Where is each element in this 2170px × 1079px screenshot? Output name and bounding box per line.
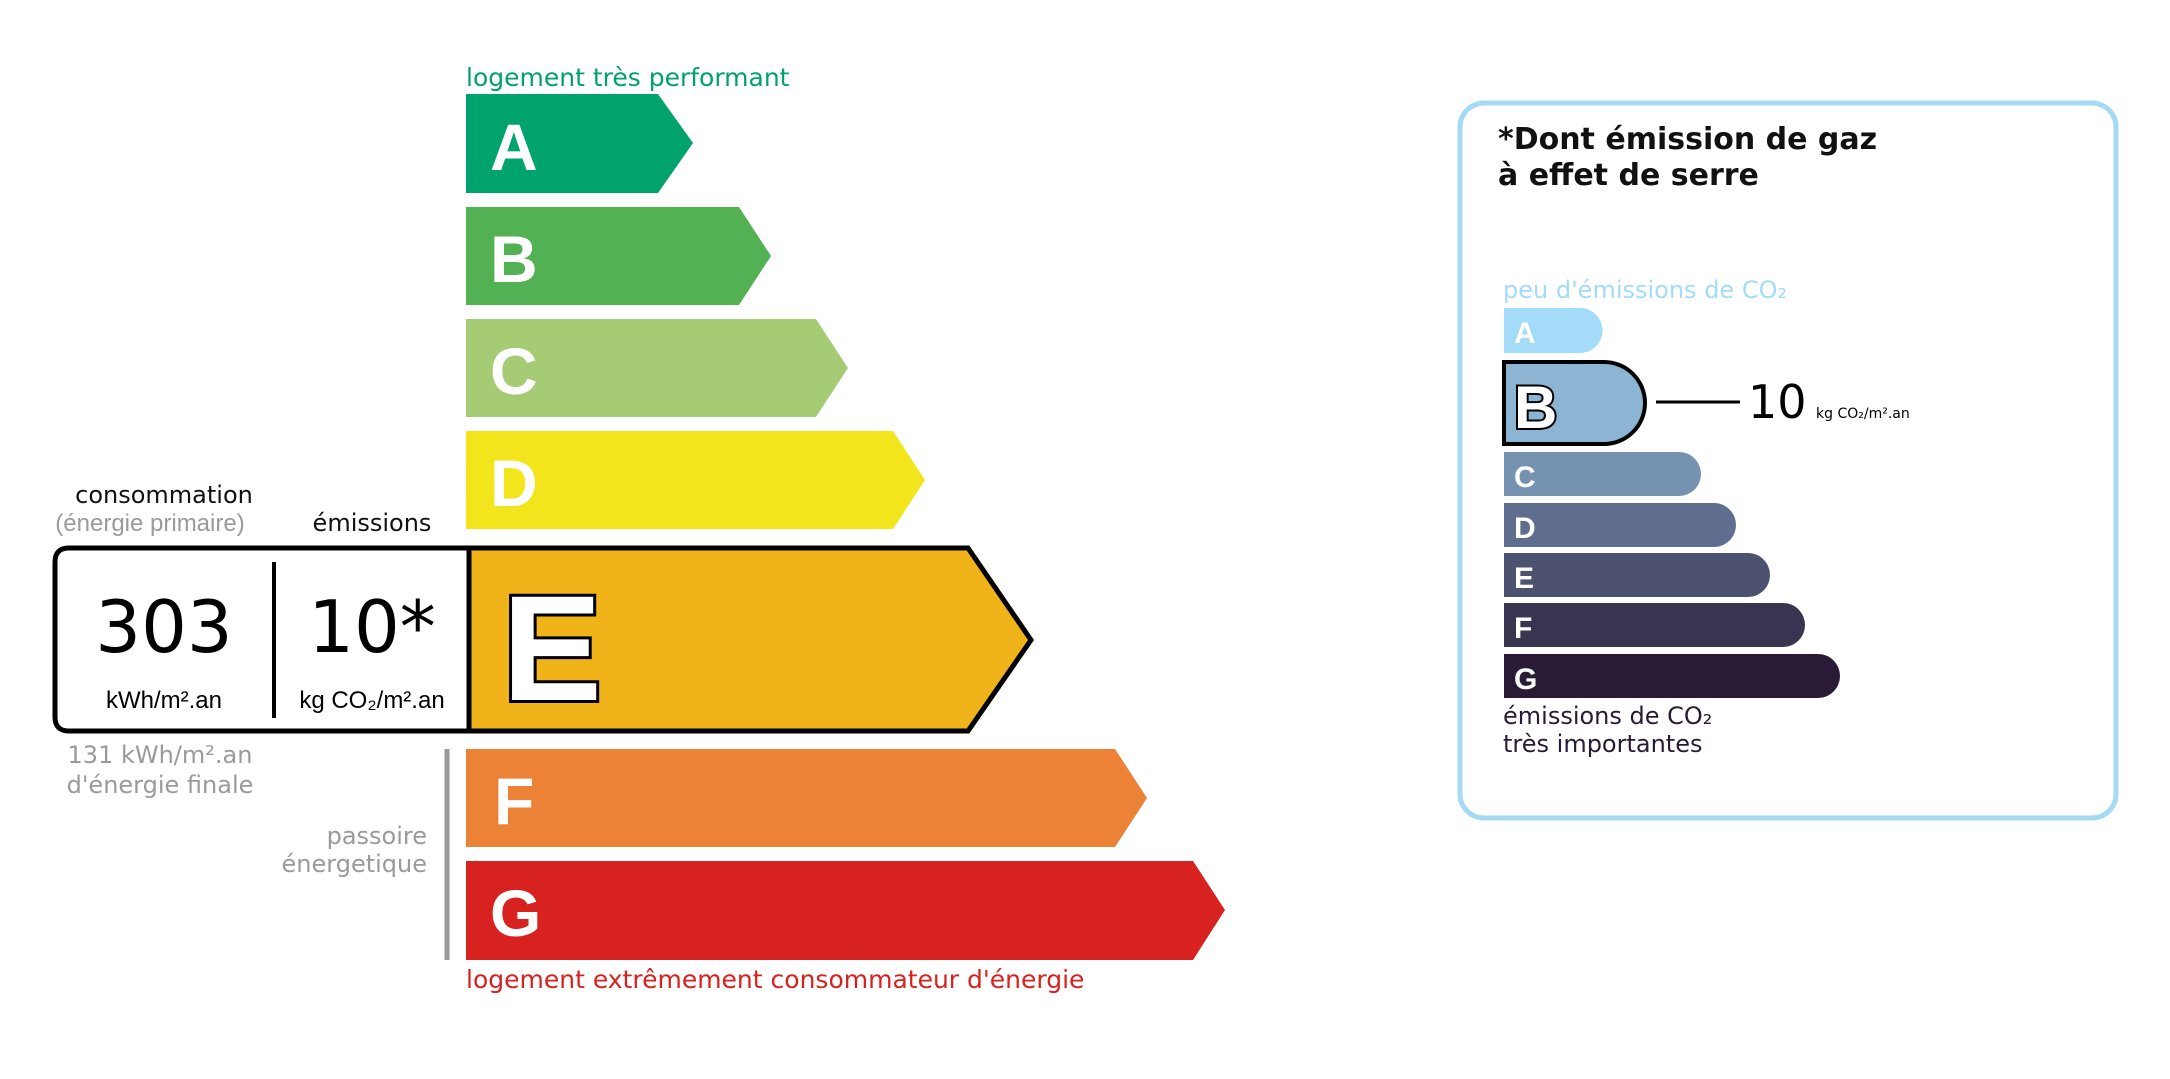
bar-shape xyxy=(466,545,1035,734)
ghg-value: 10 xyxy=(1748,375,1807,429)
energy-bar-b: B xyxy=(466,207,771,305)
ghg-bottom-label-1: émissions de CO₂ xyxy=(1503,702,1712,730)
emissions-header: émissions xyxy=(313,509,432,537)
class-letter: G xyxy=(1514,663,1537,696)
emissions-unit: kg CO₂/m².an xyxy=(299,687,444,714)
energy-bar-c: C xyxy=(466,319,848,417)
ghg-bottom-label-2: très importantes xyxy=(1503,730,1703,758)
energy-bar-d: D xyxy=(466,431,925,529)
final-energy-label: d'énergie finale xyxy=(67,771,254,799)
bar-shape xyxy=(466,749,1147,847)
bar-shape xyxy=(466,861,1225,960)
consumption-subheader: (énergie primaire) xyxy=(55,510,244,537)
consumption-unit: kWh/m².an xyxy=(106,687,222,714)
ghg-bar-d: D xyxy=(1504,503,1736,547)
bar-shape xyxy=(1504,503,1736,547)
top-label: logement très performant xyxy=(466,63,790,92)
bottom-label: logement extrêmement consommateur d'éner… xyxy=(466,965,1084,994)
class-letter: F xyxy=(494,764,534,838)
ghg-bar-b-current: B 10 kg CO₂/m².an xyxy=(1502,360,1910,446)
class-letter: D xyxy=(1514,512,1536,545)
bar-shape xyxy=(466,431,925,529)
bar-shape xyxy=(1504,452,1701,496)
passoire-label-1: passoire xyxy=(327,822,427,850)
bar-shape xyxy=(1504,308,1603,353)
class-letter: F xyxy=(1514,612,1532,645)
bar-shape xyxy=(466,207,771,305)
ghg-bar-a: A xyxy=(1504,308,1603,353)
class-letter: B xyxy=(1514,374,1557,441)
energy-bar-f: F xyxy=(466,749,1147,847)
bar-shape xyxy=(466,94,693,193)
energy-bar-g: G xyxy=(466,861,1225,960)
bar-shape xyxy=(1504,553,1770,597)
class-letter: G xyxy=(490,876,541,950)
consumption-value: 303 xyxy=(95,585,232,669)
energy-bar-a: A xyxy=(466,94,693,193)
bar-shape xyxy=(1502,360,1647,446)
bar-shape xyxy=(1504,654,1840,698)
class-letter: C xyxy=(490,334,538,408)
ghg-bar-e: E xyxy=(1504,553,1770,597)
value-box xyxy=(52,545,472,734)
bar-shape xyxy=(1504,603,1805,647)
class-letter: E xyxy=(502,564,602,732)
class-letter: A xyxy=(1514,317,1536,350)
final-energy-value: 131 kWh/m².an xyxy=(68,741,253,769)
class-letter: E xyxy=(1514,562,1534,595)
bar-shape xyxy=(466,319,848,417)
passoire-label-2: énergetique xyxy=(282,850,427,878)
ghg-bar-g: G xyxy=(1504,654,1840,698)
ghg-unit: kg CO₂/m².an xyxy=(1816,406,1910,422)
ghg-panel: *Dont émission de gaz à effet de serre p… xyxy=(1457,100,2119,821)
ghg-top-label: peu d'émissions de CO₂ xyxy=(1503,276,1787,304)
ghg-bar-f: F xyxy=(1504,603,1805,647)
consumption-header: consommation xyxy=(75,481,253,509)
ghg-bar-c: C xyxy=(1504,452,1701,496)
class-letter: B xyxy=(490,222,538,296)
energy-bar-e-current: E 303 kWh/m².an 10* kg CO₂/m².an xyxy=(52,545,1035,735)
ghg-title-line1: *Dont émission de gaz xyxy=(1498,122,1877,157)
ghg-title-line2: à effet de serre xyxy=(1498,158,1759,193)
emissions-value: 10* xyxy=(308,585,436,669)
class-letter: C xyxy=(1514,461,1536,494)
class-letter: A xyxy=(490,110,538,184)
class-letter: D xyxy=(490,446,538,520)
